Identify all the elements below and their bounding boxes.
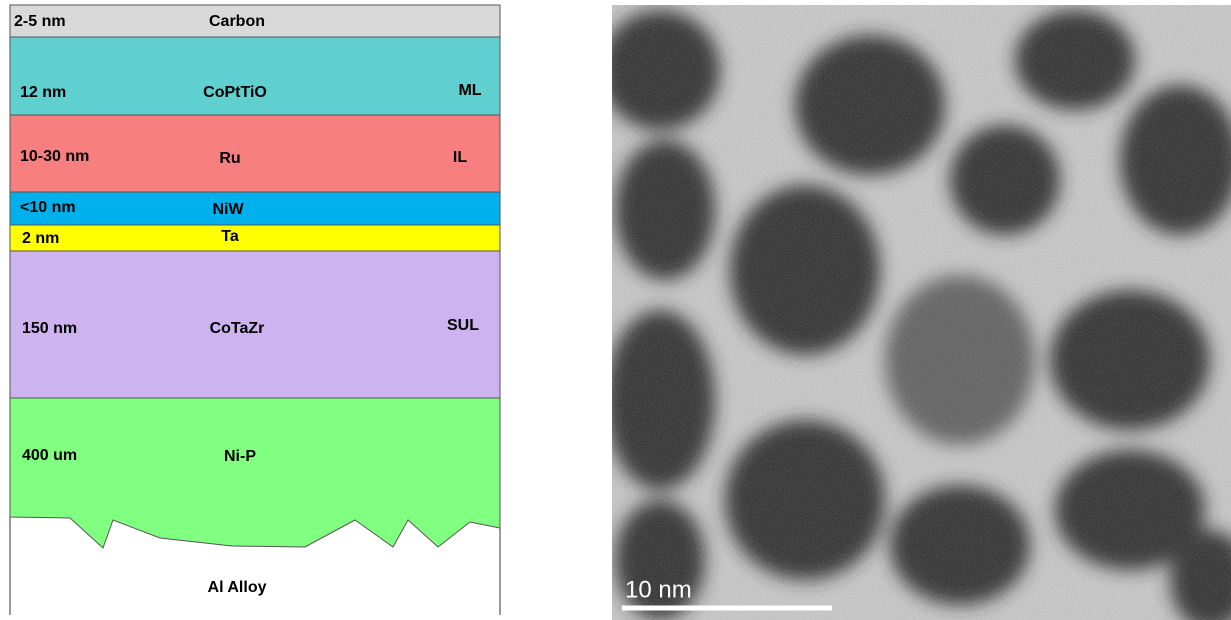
scale-bar-label: 10 nm	[625, 576, 692, 603]
tem-micrograph	[612, 5, 1231, 620]
material: Carbon	[209, 13, 265, 30]
layer-ta	[9, 224, 501, 252]
material: Ni-P	[224, 448, 256, 465]
layer-niw	[9, 191, 501, 226]
thickness: <10 nm	[20, 199, 76, 216]
role: SUL	[447, 317, 479, 334]
thickness: 400 um	[22, 447, 77, 464]
material: NiW	[212, 201, 244, 218]
layer-carbon	[9, 4, 501, 38]
role: ML	[458, 82, 481, 99]
layer-coptio	[9, 36, 501, 116]
material: Ta	[221, 228, 239, 245]
layer-ru	[9, 114, 501, 193]
material: CoPtTiO	[203, 84, 267, 101]
thickness: 12 nm	[20, 84, 66, 101]
thickness: 10-30 nm	[20, 148, 89, 165]
layer-cotazr	[9, 250, 501, 399]
layer-nip	[9, 397, 501, 549]
thickness: 2 nm	[22, 230, 59, 247]
thickness: 2-5 nm	[14, 13, 66, 30]
role: IL	[453, 149, 467, 166]
thickness: 150 nm	[22, 320, 77, 337]
material: Ru	[219, 150, 240, 167]
substrate-label: Al Alloy	[208, 579, 267, 596]
material: CoTaZr	[210, 320, 265, 337]
layer-stack: 2-5 nm Carbon 12 nm CoPtTiO ML 10-30 nm …	[9, 4, 501, 615]
